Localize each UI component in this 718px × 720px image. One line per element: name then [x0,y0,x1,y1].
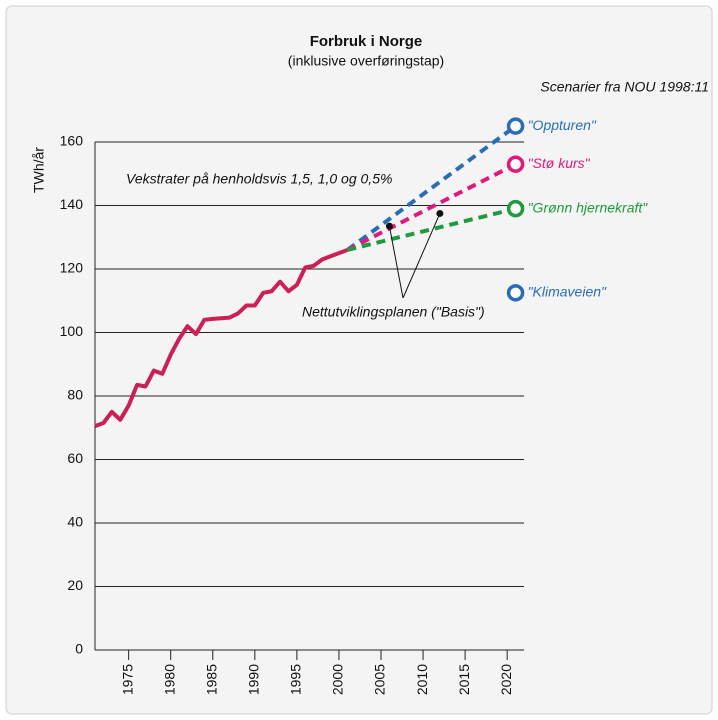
y-tick-label: 80 [67,387,83,403]
scenario-marker [506,117,525,135]
scenario-marker [506,199,525,218]
scenario-label: "Klimaveien" [528,284,607,300]
y-axis-label: TWh/år [31,147,47,193]
scenario-line [346,124,517,252]
basis-note: Nettutviklingsplanen ("Basis") [302,304,485,320]
x-tick-label: 2010 [414,664,430,695]
x-tick-label: 1975 [119,664,135,695]
basis-point [385,222,393,230]
x-tick-label: 1990 [246,664,262,695]
scenario-marker [506,155,525,173]
scenario-line [346,162,517,252]
scenario-label: "Oppturen" [528,117,597,133]
x-tick-label: 2020 [498,664,514,695]
y-tick-label: 40 [67,514,83,530]
y-tick-label: 160 [60,133,84,149]
pointer-line [402,213,441,299]
y-tick-label: 100 [60,323,84,339]
scenario-note: Scenarier fra NOU 1998:11 [540,79,709,95]
y-tick-label: 120 [60,260,84,276]
pointer-line [388,226,404,299]
x-tick-label: 1995 [288,664,304,695]
scenario-label: "Stø kurs" [528,155,591,171]
basis-point [436,209,444,217]
growth-note: Vekstrater på henholdsvis 1,5, 1,0 og 0,… [126,171,392,187]
y-tick-label: 140 [60,196,84,212]
scenario-label: "Grønn hjernekraft" [528,199,649,215]
chart-subtitle: (inklusive overføringstap) [288,53,444,69]
y-tick-label: 60 [67,450,83,466]
background [5,5,713,715]
x-tick-label: 2005 [372,664,388,695]
x-tick-label: 2015 [456,664,472,695]
x-tick-label: 1980 [161,664,177,695]
chart-title: Forbruk i Norge [310,33,423,50]
x-tick-label: 1985 [203,664,219,695]
history-line [94,248,349,429]
y-tick-label: 0 [75,641,83,657]
y-tick-label: 20 [67,577,83,593]
scenario-marker [506,284,525,302]
x-tick-label: 2000 [330,664,346,695]
